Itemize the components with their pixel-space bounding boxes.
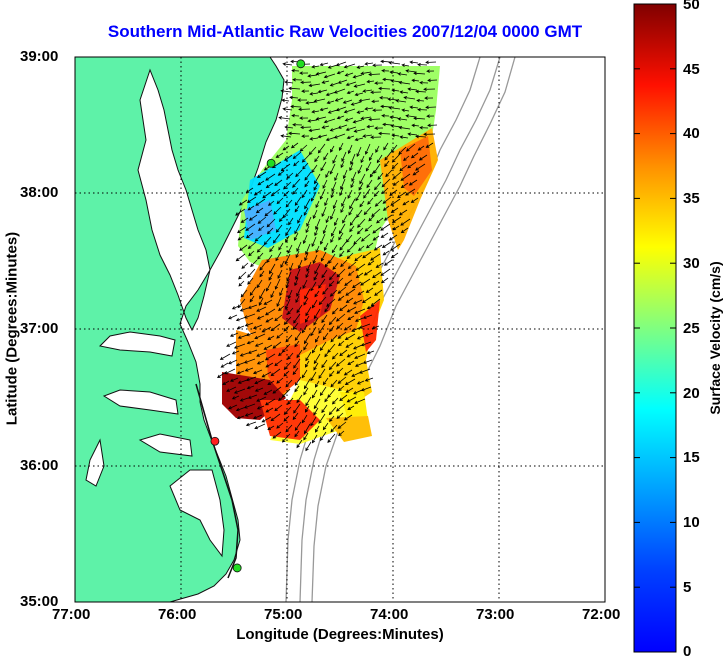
colorbar-tick-label: 40 xyxy=(683,125,700,142)
colorbar-tick-label: 20 xyxy=(683,385,700,402)
colorbar-tick-label: 25 xyxy=(683,320,700,337)
x-tick-label: 74:00 xyxy=(370,606,409,623)
colorbar-ticks xyxy=(634,68,676,588)
colorbar-tick-label: 50 xyxy=(683,0,700,13)
y-tick-label: 37:00 xyxy=(20,320,59,337)
x-tick-label: 72:00 xyxy=(582,606,621,623)
radar-station-marker xyxy=(210,436,220,446)
colorbar-tick-label: 15 xyxy=(683,449,700,466)
radar-stations xyxy=(210,59,306,573)
x-tick-label: 73:00 xyxy=(476,606,515,623)
y-tick-label: 38:00 xyxy=(20,184,59,201)
x-tick-label: 75:00 xyxy=(264,606,303,623)
colorbar-tick-label: 5 xyxy=(683,579,692,596)
y-axis-label: Latitude (Degrees:Minutes) xyxy=(3,231,21,426)
y-tick-label: 35:00 xyxy=(20,593,59,610)
radar-station-marker xyxy=(296,59,306,69)
grid-lines xyxy=(75,57,605,602)
x-axis-label: Longitude (Degrees:Minutes) xyxy=(236,626,444,643)
radar-station-marker xyxy=(266,158,276,168)
colorbar-tick-label: 10 xyxy=(683,514,700,531)
radar-station-marker xyxy=(232,563,242,573)
velocity-arrow-set xyxy=(217,59,438,452)
x-tick-label: 76:00 xyxy=(158,606,197,623)
colorbar-tick-label: 30 xyxy=(683,255,700,272)
barrier-islands xyxy=(195,383,239,579)
x-tick-label: 77:00 xyxy=(52,606,91,623)
velocity-vectors xyxy=(217,59,438,452)
map-title: Southern Mid-Atlantic Raw Velocities 200… xyxy=(107,22,583,41)
colorbar-tick-label: 45 xyxy=(683,61,700,78)
y-tick-label: 36:00 xyxy=(20,457,59,474)
colorbar-label: Surface Velocity (cm/s) xyxy=(707,261,723,415)
colorbar xyxy=(633,3,677,653)
plot-frame xyxy=(74,56,606,603)
colorbar-tick-label: 35 xyxy=(683,190,700,207)
colorbar-tick-label: 0 xyxy=(683,643,692,660)
y-tick-label: 39:00 xyxy=(20,48,59,65)
